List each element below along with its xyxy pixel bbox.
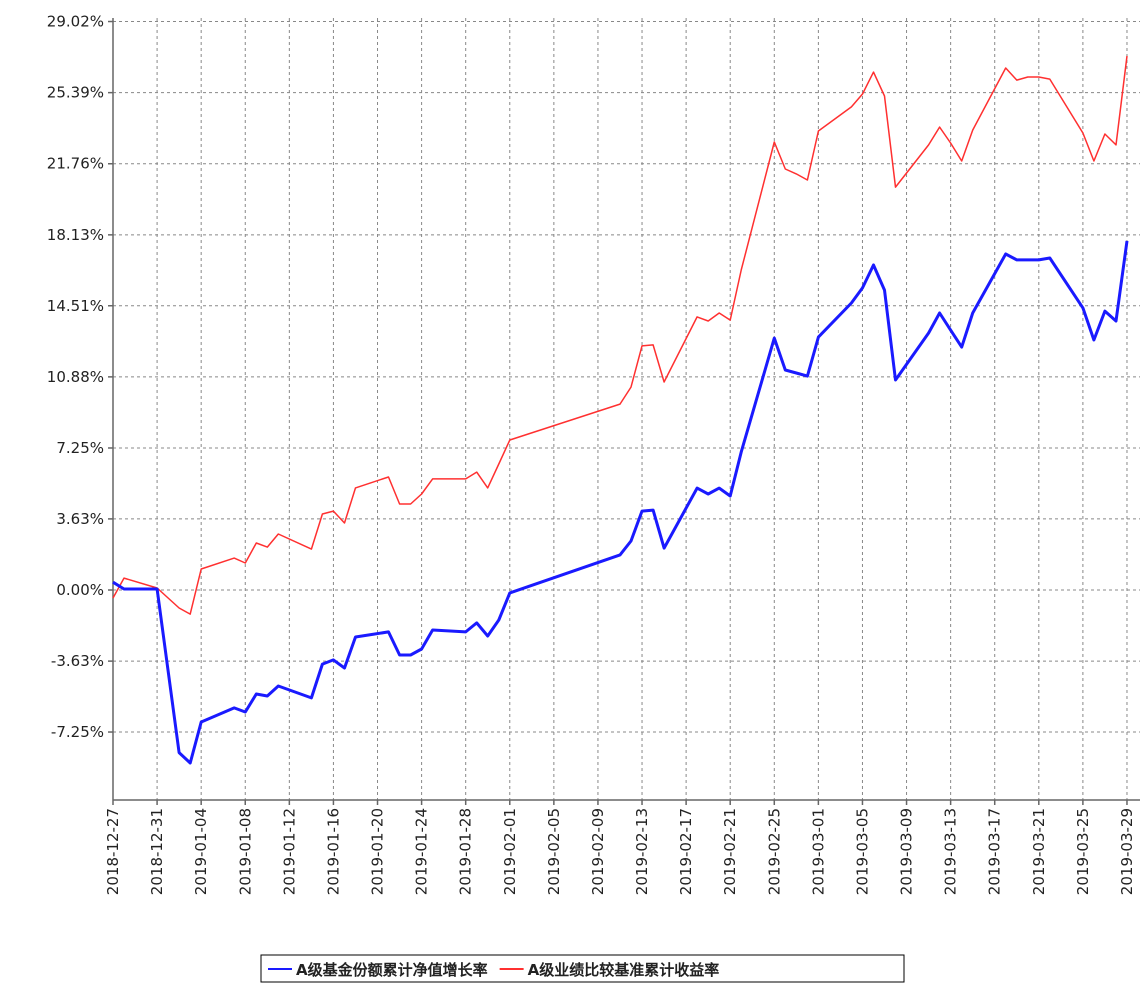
y-tick-label: 0.00% xyxy=(56,581,104,599)
x-tick-label: 2019-03-13 xyxy=(942,808,960,895)
x-tick-label: 2019-02-05 xyxy=(545,808,563,895)
x-tick-label: 2019-03-29 xyxy=(1118,808,1136,895)
y-tick-label: -7.25% xyxy=(51,723,104,741)
series-line xyxy=(112,55,1128,615)
x-tick-label: 2019-01-12 xyxy=(280,808,298,895)
x-tick-label: 2019-03-25 xyxy=(1074,808,1092,895)
x-tick-label: 2019-01-28 xyxy=(457,808,475,895)
x-tick-label: 2019-01-20 xyxy=(369,808,387,895)
y-tick-label: 25.39% xyxy=(47,84,104,102)
legend-box xyxy=(260,954,905,983)
y-tick-label: 29.02% xyxy=(47,13,104,31)
x-tick-label: 2018-12-27 xyxy=(104,808,122,895)
x-tick-label: 2019-01-08 xyxy=(236,808,254,895)
x-tick-label: 2019-02-01 xyxy=(501,808,519,895)
y-tick-label: 7.25% xyxy=(56,439,104,457)
x-tick-label: 2019-01-04 xyxy=(192,808,210,895)
x-tick-label: 2019-03-09 xyxy=(898,808,916,895)
x-tick-label: 2019-02-13 xyxy=(633,808,651,895)
y-tick-label: 18.13% xyxy=(47,226,104,244)
x-tick-label: 2018-12-31 xyxy=(148,808,166,895)
y-tick-label: 14.51% xyxy=(47,297,104,315)
x-tick-label: 2019-03-01 xyxy=(809,808,827,895)
y-tick-label: 21.76% xyxy=(47,155,104,173)
y-tick-label: 10.88% xyxy=(47,368,104,386)
x-tick-label: 2019-01-16 xyxy=(324,808,342,895)
x-tick-label: 2019-02-25 xyxy=(765,808,783,895)
x-tick-label: 2019-01-24 xyxy=(413,808,431,895)
legend-label: A级基金份额累计净值增长率 xyxy=(296,961,488,979)
x-tick-label: 2019-03-05 xyxy=(853,808,871,895)
legend-label: A级业绩比较基准累计收益率 xyxy=(528,961,720,979)
y-tick-label: 3.63% xyxy=(56,510,104,528)
y-tick-label: -3.63% xyxy=(51,652,104,670)
x-tick-label: 2019-02-17 xyxy=(677,808,695,895)
series-line xyxy=(112,240,1129,765)
x-tick-label: 2019-02-09 xyxy=(589,808,607,895)
x-tick-label: 2019-03-17 xyxy=(986,808,1004,895)
x-tick-label: 2019-02-21 xyxy=(721,808,739,895)
x-tick-label: 2019-03-21 xyxy=(1030,808,1048,895)
